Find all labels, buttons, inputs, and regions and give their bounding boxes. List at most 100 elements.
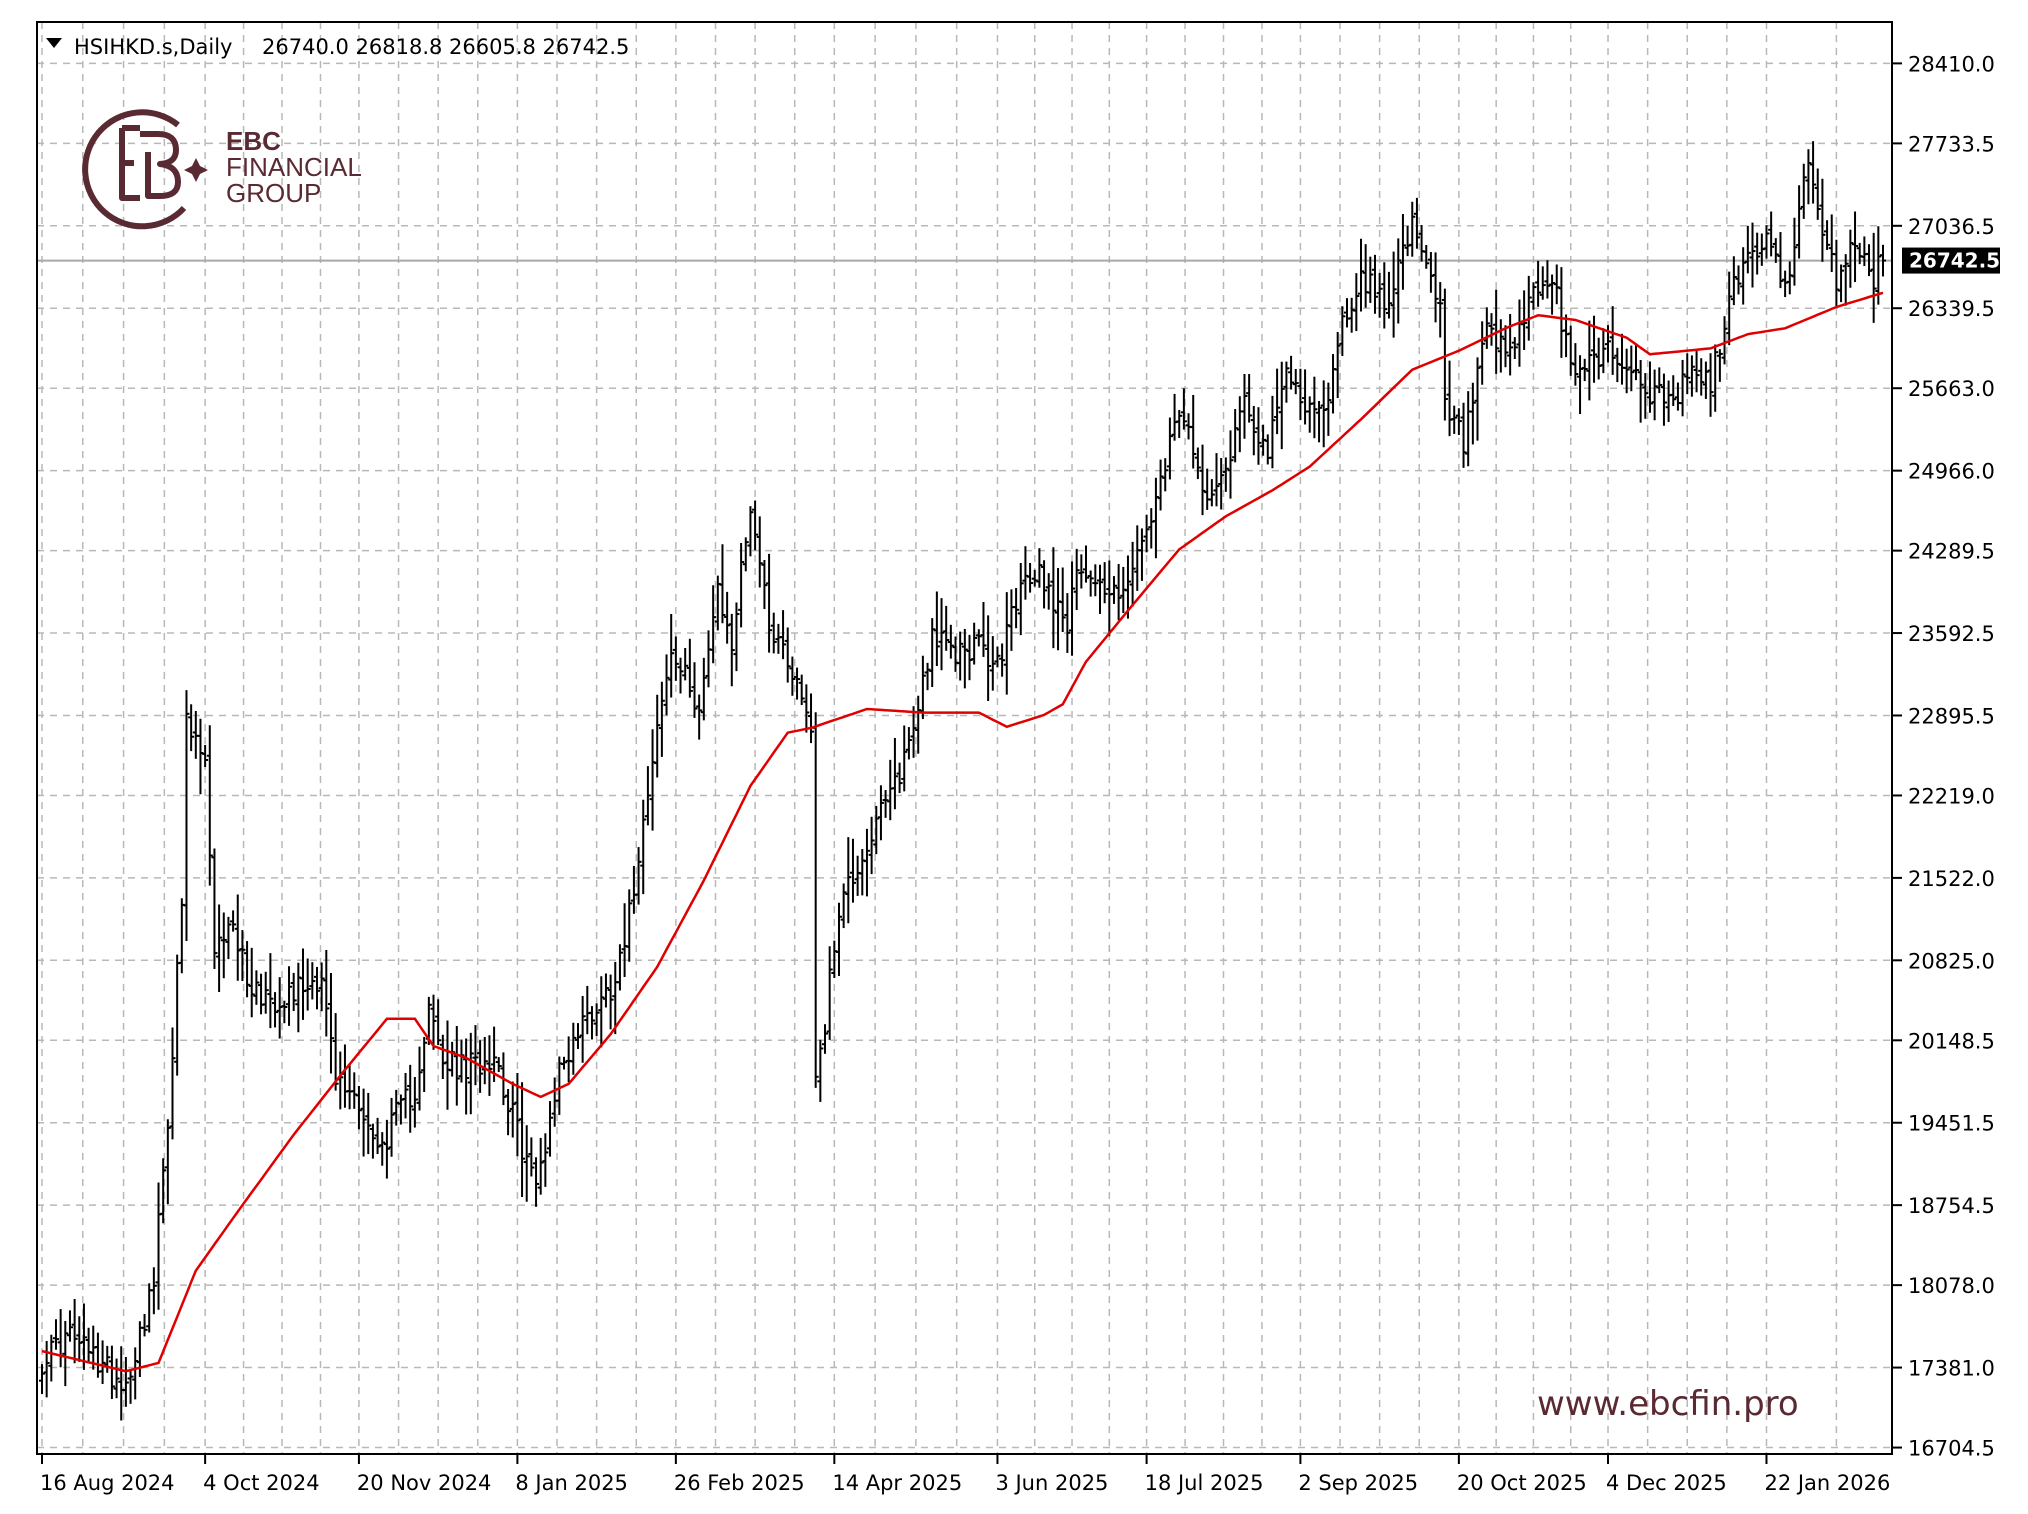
ohlc-bar — [882, 790, 889, 818]
ohlc-bar — [1157, 459, 1164, 511]
logo-monogram-icon — [119, 125, 181, 201]
ohlc-bar — [1222, 457, 1229, 492]
ohlc-bar — [1078, 554, 1085, 589]
ohlc-bar — [188, 704, 195, 752]
ohlc-bar — [1087, 570, 1094, 597]
ohlc-bar — [1842, 254, 1849, 306]
ohlc-bar — [999, 643, 1006, 677]
ohlc-bar — [738, 542, 745, 628]
ohlc-bar — [1269, 395, 1276, 469]
ohlc-bar — [1679, 359, 1686, 417]
ohlc-bar — [355, 1086, 362, 1130]
ohlc-bar — [933, 591, 940, 666]
ohlc-bar — [1833, 239, 1840, 307]
ohlc-bar — [1073, 548, 1080, 611]
ohlc-bar — [1805, 149, 1812, 205]
website-url[interactable]: www.ebcfin.pro — [1537, 1384, 1799, 1424]
ohlc-bar — [654, 694, 661, 778]
ohlc-bar — [994, 646, 1001, 668]
ohlc-bar — [374, 1117, 381, 1155]
y-tick-label: 25663.0 — [1908, 377, 1995, 401]
ohlc-bar — [682, 647, 689, 681]
ohlc-bar — [663, 654, 670, 716]
ohlc-bar — [1646, 361, 1653, 413]
ohlc-bar — [1693, 349, 1700, 393]
ohlc-bar — [1423, 245, 1430, 269]
ohlc-bar — [770, 612, 777, 654]
ohlc-bar — [710, 585, 717, 664]
ohlc-bar — [1609, 306, 1616, 375]
ohlc-bar — [747, 506, 754, 557]
ohlc-bar — [1712, 344, 1719, 412]
ohlc-values: 26740.0 26818.8 26605.8 26742.5 — [262, 35, 629, 59]
ohlc-bar — [835, 902, 842, 977]
ohlc-bar — [1581, 358, 1588, 382]
ohlc-bar — [1525, 275, 1532, 341]
ohlc-bar — [1632, 343, 1639, 381]
ohlc-bar — [216, 904, 223, 992]
symbol-label: HSIHKD.s,Daily — [74, 35, 232, 59]
ohlc-bar — [1115, 563, 1122, 621]
ohlc-bar — [766, 553, 773, 653]
ohlc-bar — [547, 1101, 554, 1157]
y-tick-label: 18078.0 — [1908, 1274, 1995, 1298]
logo-line-financial: FINANCIAL — [226, 152, 362, 182]
ohlc-bar — [789, 656, 796, 696]
ohlc-bar — [1539, 266, 1546, 300]
ohlc-bar — [52, 1319, 59, 1350]
ohlc-bar — [849, 838, 856, 903]
plot-area-border — [36, 21, 1893, 1455]
ohlc-bar — [1334, 331, 1341, 399]
ohlc-bar — [1083, 545, 1090, 583]
ohlc-bar — [1535, 260, 1542, 307]
ohlc-bar — [206, 725, 213, 886]
ohlc-bar — [533, 1157, 540, 1207]
ohlc-bar — [262, 971, 269, 1014]
ohlc-bar — [80, 1303, 87, 1370]
ohlc-bar — [1003, 592, 1010, 695]
ohlc-bar — [696, 694, 703, 740]
ohlc-bar — [668, 613, 675, 698]
ohlc-bar — [127, 1369, 134, 1404]
ohlc-bar — [784, 627, 791, 683]
ohlc-bar — [980, 602, 987, 657]
ohlc-bar — [39, 1364, 45, 1395]
x-tick-label: 20 Nov 2024 — [357, 1471, 492, 1495]
ohlc-bar — [845, 837, 852, 924]
x-tick-label: 3 Jun 2025 — [995, 1471, 1108, 1495]
ohlc-bar — [1707, 353, 1714, 417]
ohlc-bar — [99, 1340, 106, 1384]
y-tick-label: 27733.5 — [1908, 132, 1995, 156]
ohlc-bar — [1549, 274, 1556, 315]
ohlc-bar — [1702, 361, 1709, 399]
ohlc-bar — [863, 828, 870, 897]
ohlc-bar — [686, 638, 693, 698]
ohlc-bar — [868, 816, 875, 875]
ohlc-bar — [607, 974, 614, 1030]
ohlc-bar — [1749, 222, 1756, 288]
dropdown-triangle-icon[interactable] — [46, 38, 62, 48]
ohlc-bar — [756, 516, 763, 588]
ohlc-bar — [388, 1097, 395, 1157]
logo-sparkle-icon — [184, 158, 208, 182]
ohlc-bar — [211, 848, 218, 970]
y-tick-label: 24966.0 — [1908, 460, 1995, 484]
ohlc-bar — [62, 1321, 69, 1387]
ohlc-bar — [253, 970, 260, 1005]
ohlc-bar — [1716, 349, 1723, 382]
ohlc-bar — [1684, 353, 1691, 395]
ohlc-bar — [309, 962, 316, 1000]
ohlc-bar — [1530, 282, 1537, 310]
ohlc-bar — [1190, 394, 1197, 469]
ohlc-bar — [1469, 382, 1476, 445]
ohlc-bar — [644, 766, 651, 826]
ohlc-bar — [1502, 325, 1509, 368]
ohlc-bar — [1413, 197, 1420, 249]
ohlc-bar — [1381, 262, 1388, 329]
ohlc-bar — [817, 1039, 824, 1102]
logo-line-group: GROUP — [226, 178, 321, 208]
ohlc-bar — [742, 537, 749, 572]
ohlc-bar — [1096, 564, 1103, 614]
